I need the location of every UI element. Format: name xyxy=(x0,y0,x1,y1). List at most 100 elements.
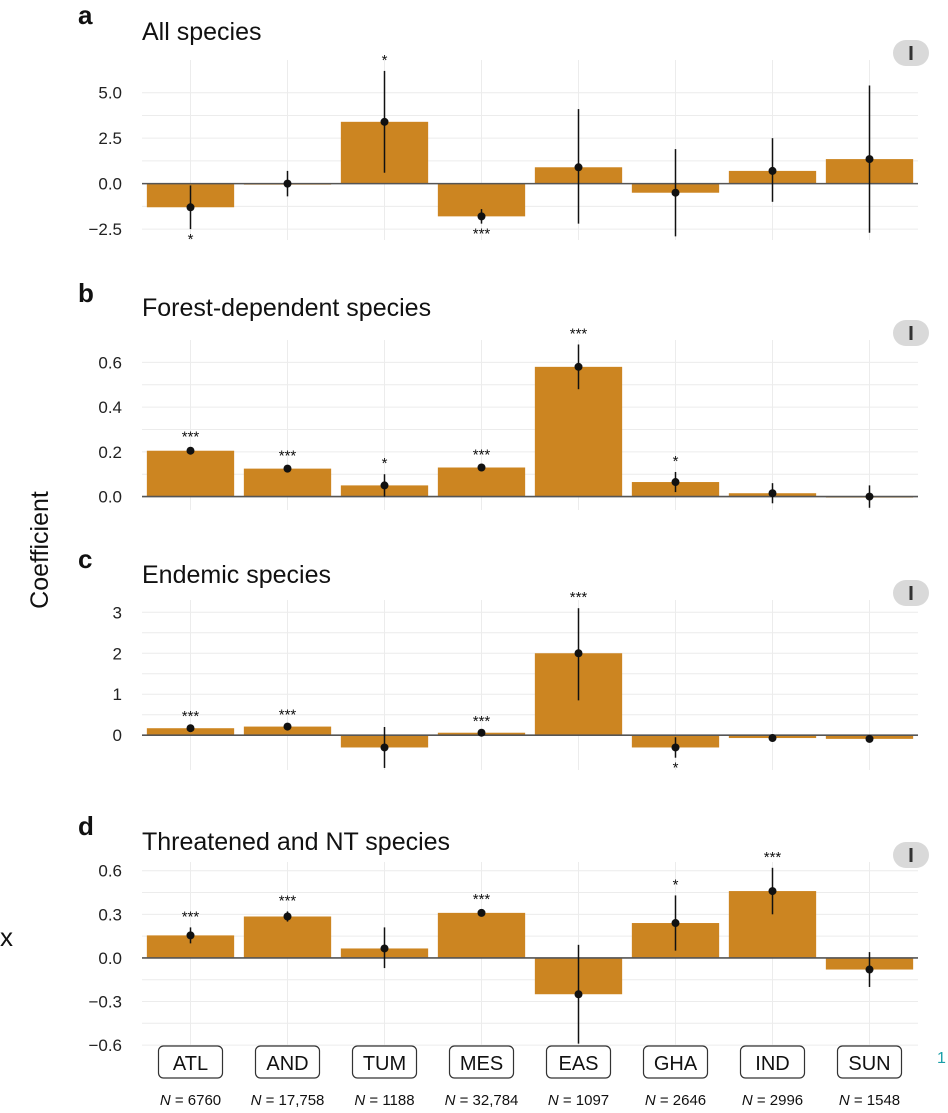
significance-marker: *** xyxy=(473,226,491,243)
sample-size-label: N = 2646 xyxy=(645,1092,706,1109)
bar-atl xyxy=(146,935,235,958)
point-estimate xyxy=(380,481,389,490)
category-label-eas: EAS xyxy=(545,1045,612,1079)
point-estimate xyxy=(865,492,874,501)
bar-atl xyxy=(146,450,235,497)
significance-marker: * xyxy=(382,52,388,69)
y-tick-label: 0.4 xyxy=(98,398,122,417)
significance-marker: *** xyxy=(473,446,491,463)
category-label-mes: MES xyxy=(448,1045,515,1079)
panel-title: Endemic species xyxy=(142,561,331,589)
category-text: AND xyxy=(266,1053,308,1075)
point-estimate xyxy=(768,489,777,498)
point-estimate xyxy=(380,117,389,126)
category-label-gha: GHA xyxy=(642,1045,709,1079)
bar-mes xyxy=(437,912,526,958)
y-tick-label: 0.6 xyxy=(98,862,122,881)
point-estimate xyxy=(283,912,292,921)
bar-mes xyxy=(437,467,526,497)
y-tick-label: 0.0 xyxy=(98,488,122,507)
y-axis-label: Coefficient xyxy=(26,491,54,609)
point-estimate xyxy=(283,464,292,473)
point-estimate xyxy=(865,734,874,743)
point-estimate xyxy=(186,724,195,733)
edge-letter: x xyxy=(0,922,13,952)
category-label-tum: TUM xyxy=(351,1045,418,1079)
significance-marker: *** xyxy=(279,706,297,723)
point-estimate xyxy=(186,446,195,455)
category-text: TUM xyxy=(363,1053,406,1075)
category-text: IND xyxy=(755,1053,789,1075)
category-box xyxy=(739,1045,806,1079)
significance-marker: *** xyxy=(182,908,200,925)
category-box xyxy=(157,1045,224,1079)
point-estimate xyxy=(574,990,583,999)
category-box xyxy=(351,1045,418,1079)
point-estimate xyxy=(768,887,777,896)
point-estimate xyxy=(671,188,680,197)
y-tick-label: 5.0 xyxy=(98,84,122,103)
y-tick-label: 1 xyxy=(113,685,122,704)
category-label-and: AND xyxy=(254,1045,321,1079)
category-box xyxy=(642,1045,709,1079)
y-tick-label: 0.0 xyxy=(98,949,122,968)
point-estimate xyxy=(865,965,874,974)
y-tick-label: 3 xyxy=(113,603,122,622)
y-tick-label: 0.6 xyxy=(98,353,122,372)
significance-marker: * xyxy=(382,455,388,472)
y-tick-label: 0.3 xyxy=(98,905,122,924)
point-estimate xyxy=(768,166,777,175)
significance-marker: *** xyxy=(279,447,297,464)
sample-size-label: N = 17,758 xyxy=(251,1092,325,1109)
point-estimate xyxy=(768,734,777,743)
pause-toggle-icon[interactable] xyxy=(893,40,929,66)
significance-marker: *** xyxy=(279,892,297,909)
point-estimate xyxy=(574,163,583,172)
y-tick-label: 2 xyxy=(113,644,122,663)
panel-title: Forest-dependent species xyxy=(142,294,431,322)
category-label-atl: ATL xyxy=(157,1045,224,1079)
point-estimate xyxy=(671,478,680,487)
category-box xyxy=(254,1045,321,1079)
panel-d: d Threatened and NT species 0.6 0.3 0.0 −0.3 −… xyxy=(78,811,929,1055)
category-box xyxy=(836,1045,903,1079)
pause-toggle-icon[interactable] xyxy=(893,580,929,606)
category-text: ATL xyxy=(173,1053,208,1075)
point-estimate xyxy=(283,722,292,731)
sample-size-label: N = 6760 xyxy=(160,1092,221,1109)
category-label-ind: IND xyxy=(739,1045,806,1079)
panel-b: b Forest-dependent species0.60.40.20.0***… xyxy=(78,278,929,510)
category-text: GHA xyxy=(654,1053,698,1075)
point-estimate xyxy=(186,203,195,212)
significance-marker: *** xyxy=(182,428,200,445)
point-estimate xyxy=(380,743,389,752)
pause-toggle-icon[interactable] xyxy=(893,842,929,868)
significance-marker: *** xyxy=(473,891,491,908)
point-estimate xyxy=(477,463,486,472)
point-estimate xyxy=(574,362,583,371)
point-estimate xyxy=(671,743,680,752)
bar-and xyxy=(243,468,332,497)
significance-marker: *** xyxy=(182,708,200,725)
point-estimate xyxy=(380,944,389,953)
point-estimate xyxy=(477,908,486,917)
significance-marker: * xyxy=(188,231,194,248)
category-text: EAS xyxy=(558,1053,598,1075)
sample-size-label: N = 1188 xyxy=(354,1092,414,1109)
category-box xyxy=(545,1045,612,1079)
point-estimate xyxy=(186,931,195,940)
panel-title: All species xyxy=(142,18,262,46)
y-tick-label: 0.0 xyxy=(98,175,122,194)
point-estimate xyxy=(477,212,486,221)
significance-marker: * xyxy=(673,760,679,777)
pause-toggle-icon[interactable] xyxy=(893,320,929,346)
point-estimate xyxy=(865,155,874,164)
y-tick-label: −2.5 xyxy=(88,220,122,239)
significance-marker: *** xyxy=(764,849,782,866)
panel-letter: d xyxy=(78,811,94,841)
significance-marker: *** xyxy=(570,589,588,606)
bar-and xyxy=(243,916,332,958)
